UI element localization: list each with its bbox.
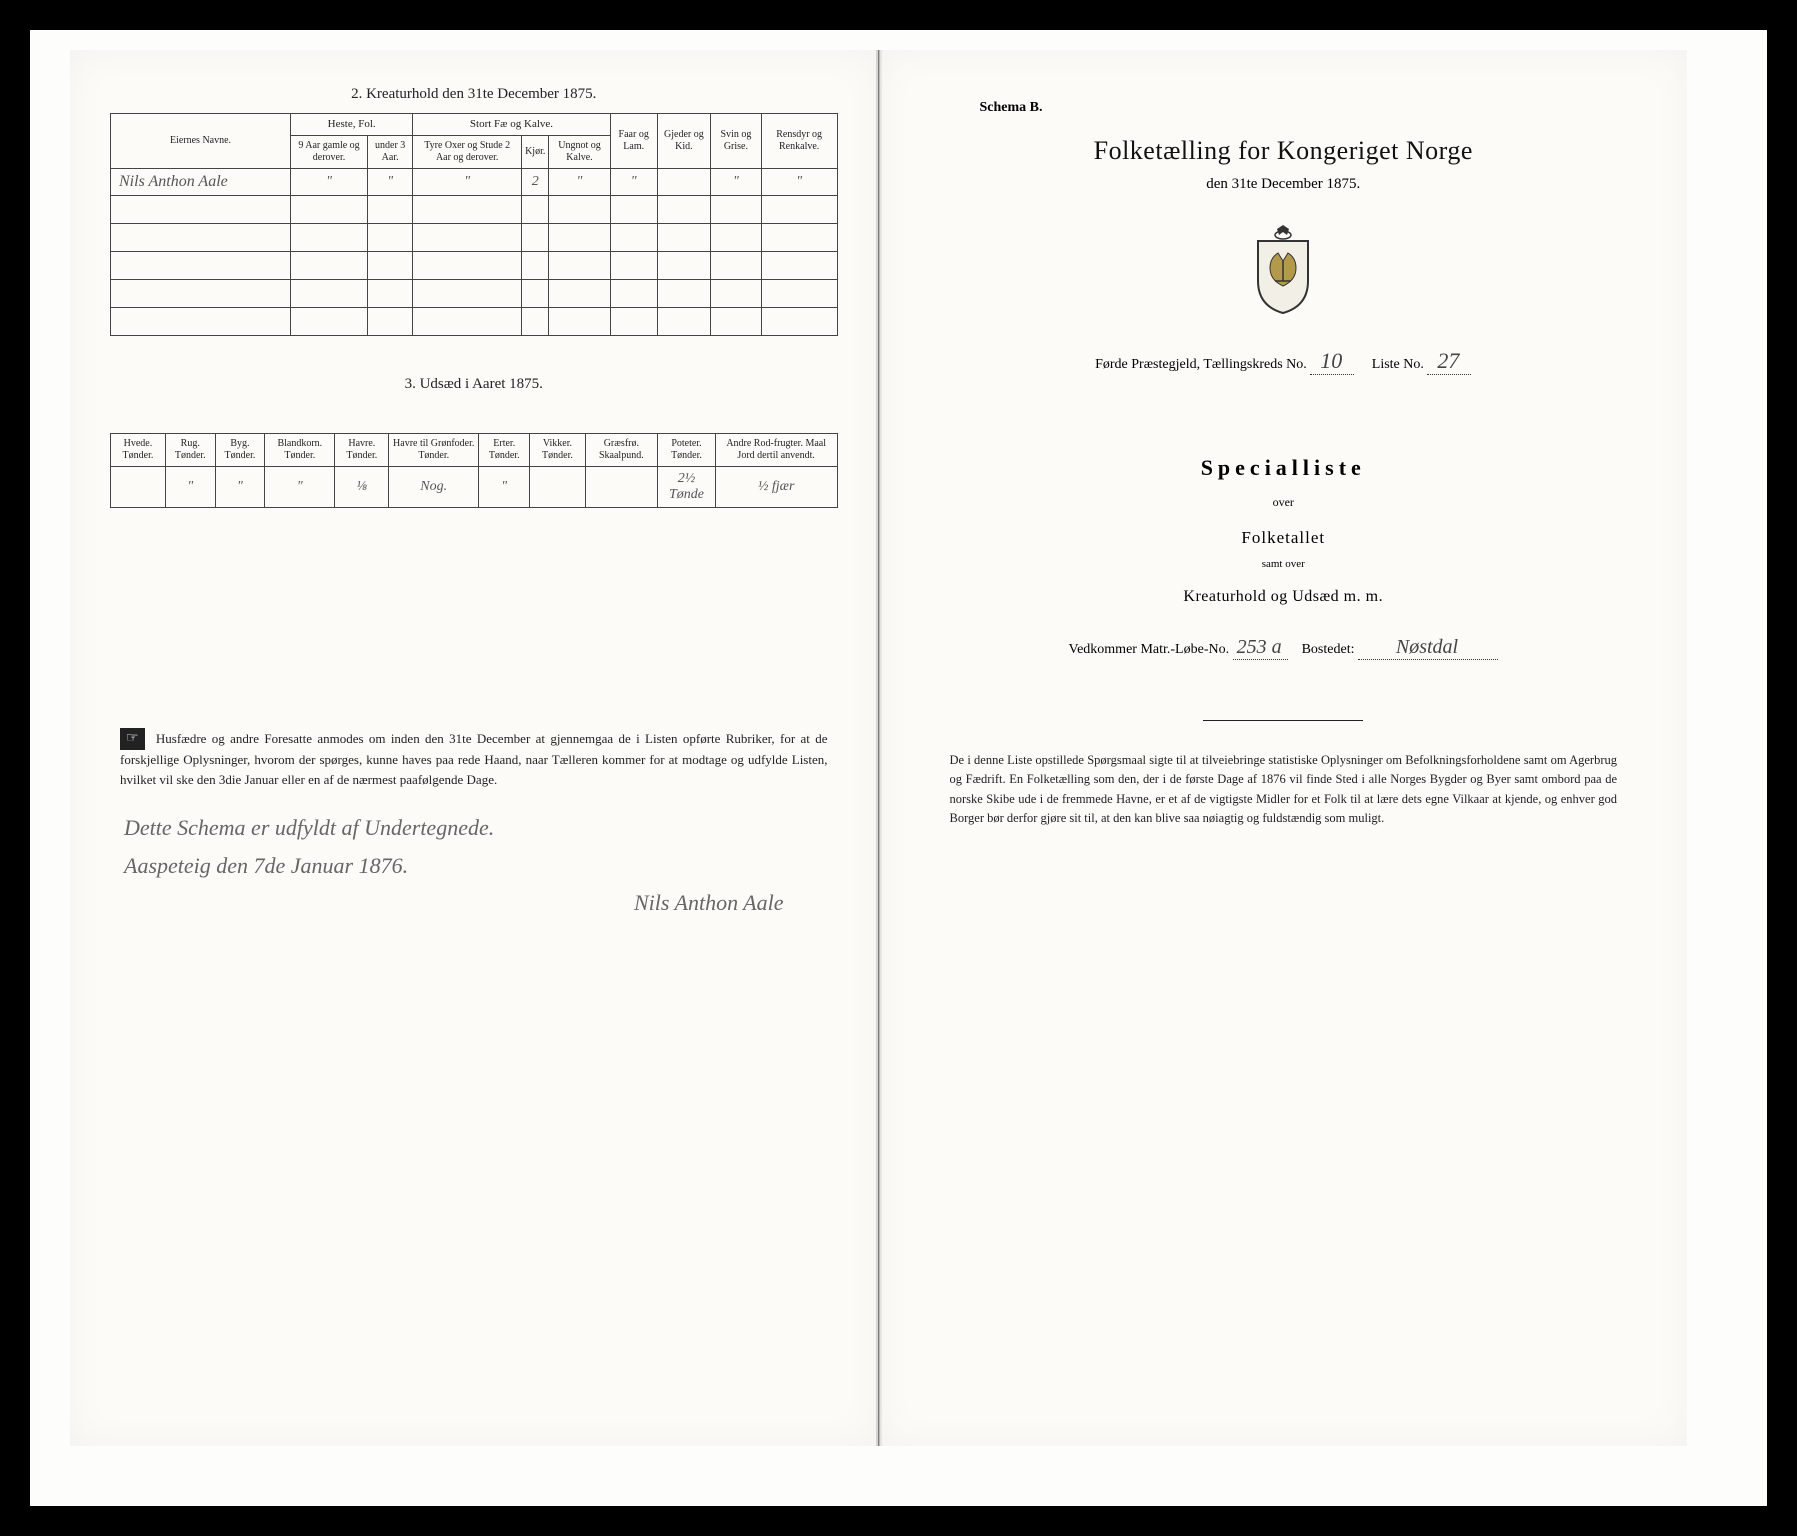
divider (1203, 720, 1363, 721)
t3-col: Poteter. Tønder. (658, 434, 716, 467)
sig-line1: Dette Schema er udfyldt af Undertegnede. (124, 809, 824, 846)
bottom-paragraph: De i denne Liste opstillede Spørgsmaal s… (950, 751, 1618, 829)
col-pig: Svin og Grise. (711, 114, 762, 169)
cell: " (761, 169, 837, 196)
cell (111, 467, 166, 508)
col-c1: Tyre Oxer og Stude 2 Aar og derover. (413, 136, 522, 169)
main-title: Folketælling for Kongeriget Norge (920, 136, 1648, 166)
col-h1: 9 Aar gamle og derover. (291, 136, 368, 169)
book-spine (876, 50, 882, 1446)
cell: ½ fjær (715, 467, 837, 508)
over-1: over (920, 495, 1648, 510)
cell: " (479, 467, 530, 508)
kreds-no: 10 (1310, 348, 1354, 375)
signature-block: Dette Schema er udfyldt af Undertegnede.… (110, 809, 838, 921)
t3-col: Vikker. Tønder. (530, 434, 585, 467)
cell: " (368, 169, 413, 196)
empty-row (111, 280, 838, 308)
book-spread: 2. Kreaturhold den 31te December 1875. E… (70, 50, 1687, 1446)
coat-of-arms-icon (1243, 223, 1323, 318)
specialliste-title: Specialliste (920, 455, 1648, 481)
cell: " (549, 169, 610, 196)
group-horse: Heste, Fol. (291, 114, 413, 136)
col-c3: Ungnot og Kalve. (549, 136, 610, 169)
cell: 2 (522, 169, 549, 196)
empty-row (111, 224, 838, 252)
cell: " (265, 467, 335, 508)
sig-name: Nils Anthon Aale (124, 884, 824, 921)
footnote-text: Husfædre og andre Foresatte anmodes om i… (120, 731, 828, 787)
right-page: Schema B. Folketælling for Kongeriget No… (879, 50, 1688, 1446)
bosted-label: Bostedet: (1302, 642, 1355, 657)
cell: ⅛ (335, 467, 389, 508)
table2-row: Nils Anthon Aale " " " 2 " " " " (111, 169, 838, 196)
table3-title: 3. Udsæd i Aaret 1875. (110, 376, 838, 393)
kreds-line: Førde Præstegjeld, Tællingskreds No. 10 … (920, 348, 1648, 375)
empty-row (111, 252, 838, 280)
folketallet: Folketallet (920, 528, 1648, 548)
empty-row (111, 196, 838, 224)
cell: " (165, 467, 215, 508)
cell: " (413, 169, 522, 196)
t3-col: Andre Rod-frugter. Maal Jord dertil anve… (715, 434, 837, 467)
footnote-block: ☞ Husfædre og andre Foresatte anmodes om… (110, 728, 838, 789)
t3-col: Havre til Grønfoder. Tønder. (389, 434, 479, 467)
col-goat: Gjeder og Kid. (657, 114, 710, 169)
cell: " (291, 169, 368, 196)
liste-no: 27 (1427, 348, 1471, 375)
matr-label: Vedkommer Matr.-Løbe-No. (1069, 642, 1230, 657)
sig-line2: Aaspeteig den 7de Januar 1876. (124, 847, 824, 884)
cell: " (711, 169, 762, 196)
table3-row: " " " ⅛ Nog. " 2½ Tønde ½ fjær (111, 467, 838, 508)
table2-title: 2. Kreaturhold den 31te December 1875. (110, 86, 838, 103)
cell: " (610, 169, 657, 196)
col-owner: Eiernes Navne. (111, 114, 291, 169)
t3-col: Rug. Tønder. (165, 434, 215, 467)
sub-date: den 31te December 1875. (920, 176, 1648, 193)
matr-no: 253 a (1233, 636, 1288, 660)
table-kreaturhold: Eiernes Navne. Heste, Fol. Stort Fæ og K… (110, 113, 838, 336)
group-cattle: Stort Fæ og Kalve. (413, 114, 610, 136)
samt-over: samt over (920, 558, 1648, 570)
t3-col: Græsfrø. Skaalpund. (585, 434, 658, 467)
col-sheep: Faar og Lam. (610, 114, 657, 169)
t3-col: Erter. Tønder. (479, 434, 530, 467)
empty-row (111, 308, 838, 336)
left-page: 2. Kreaturhold den 31te December 1875. E… (70, 50, 879, 1446)
matr-line: Vedkommer Matr.-Løbe-No. 253 a Bostedet:… (920, 636, 1648, 660)
kreds-prefix: Førde Præstegjeld, Tællingskreds No. (1095, 357, 1307, 372)
t3-col: Havre. Tønder. (335, 434, 389, 467)
bosted-value: Nøstdal (1358, 636, 1498, 660)
cell: " (215, 467, 265, 508)
cell: 2½ Tønde (658, 467, 716, 508)
cell (657, 169, 710, 196)
t3-col: Hvede. Tønder. (111, 434, 166, 467)
cell (585, 467, 658, 508)
schema-label: Schema B. (980, 100, 1648, 116)
cell (530, 467, 585, 508)
pointer-icon: ☞ (120, 728, 145, 750)
t3-col: Blandkorn. Tønder. (265, 434, 335, 467)
liste-label: Liste No. (1372, 357, 1424, 372)
col-reindeer: Rensdyr og Renkalve. (761, 114, 837, 169)
cell: Nog. (389, 467, 479, 508)
table-udsaed: Hvede. Tønder. Rug. Tønder. Byg. Tønder.… (110, 433, 838, 508)
col-c2: Kjør. (522, 136, 549, 169)
col-h2: under 3 Aar. (368, 136, 413, 169)
owner-name: Nils Anthon Aale (111, 169, 291, 196)
kreaturhold-line: Kreaturhold og Udsæd m. m. (920, 588, 1648, 606)
scan-background: 2. Kreaturhold den 31te December 1875. E… (30, 30, 1767, 1506)
t3-col: Byg. Tønder. (215, 434, 265, 467)
